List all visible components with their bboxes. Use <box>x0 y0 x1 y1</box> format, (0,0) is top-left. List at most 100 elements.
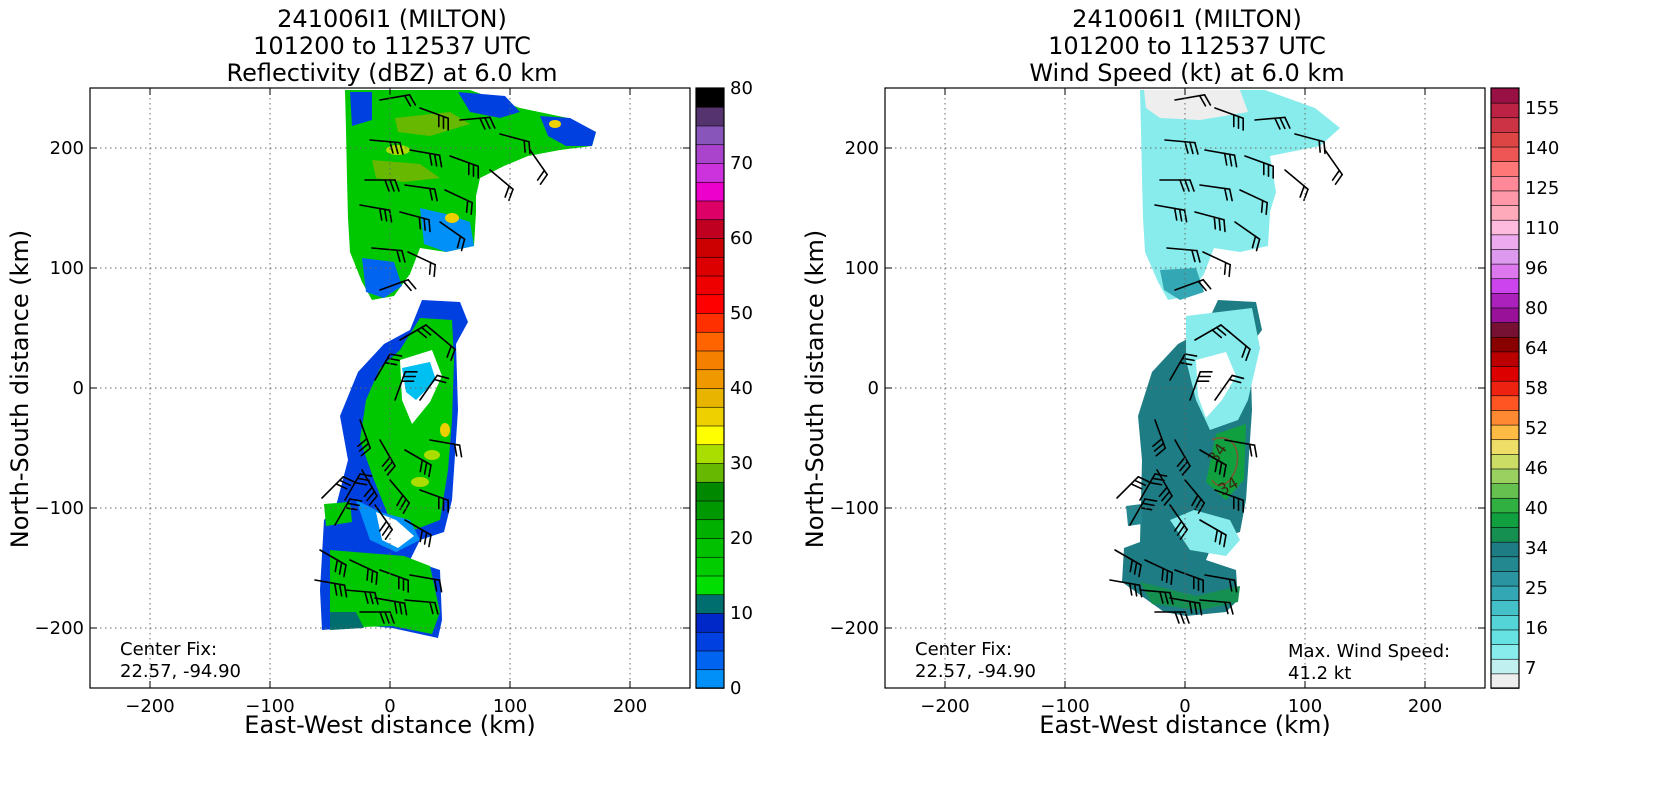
wind-wind-barb <box>1233 154 1238 168</box>
reflectivity-center-fix-value: 22.57, -94.90 <box>120 661 241 682</box>
wind-wind-barb <box>1198 94 1207 107</box>
reflectivity-colorbar-bin <box>695 162 725 183</box>
wind-wind-barb <box>1228 378 1242 384</box>
reflectivity-wind-barb <box>423 531 428 545</box>
reflectivity-colorbar-bin <box>695 256 725 277</box>
wind-colorbar-tick-label: 155 <box>1525 98 1559 119</box>
reflectivity-colorbar-bin <box>695 556 725 577</box>
wind-colorbar-bin <box>1490 87 1520 104</box>
wind-wind-barb <box>1228 153 1233 167</box>
reflectivity-wind-barb <box>453 443 458 457</box>
wind-wind-barb <box>1155 447 1167 457</box>
reflectivity-y-axis-label: North-South distance (km) <box>6 230 34 549</box>
reflectivity-x-tick-label: 100 <box>493 696 527 717</box>
wind-colorbar-bin <box>1490 526 1520 543</box>
reflectivity-wind-barb <box>335 483 348 490</box>
reflectivity-colorbar-bin <box>695 537 725 558</box>
wind-wind-barb <box>1189 179 1195 192</box>
reflectivity-colorbar-bin <box>695 593 725 614</box>
wind-wind-barb <box>1153 442 1165 452</box>
reflectivity-y-tick-label: −200 <box>35 618 84 639</box>
wind-wind-barb <box>1196 249 1201 263</box>
reflectivity-echo-south-band <box>330 550 440 634</box>
reflectivity-wind-barb <box>349 498 363 502</box>
wind-colorbar-tick-label: 52 <box>1525 418 1548 439</box>
wind-y-axis-label: North-South distance (km) <box>801 230 829 549</box>
wind-tick-labels: −200 −100 0 100 200 −200 −100 0 100 200 <box>830 88 1485 717</box>
wind-colorbar-bin <box>1490 351 1520 367</box>
reflectivity-y-tick-label: 200 <box>50 138 84 159</box>
wind-y-tick-label: −100 <box>830 498 879 519</box>
wind-wind-barb <box>1229 601 1234 615</box>
reflectivity-wind-barb <box>396 494 404 507</box>
reflectivity-x-tick-label: −100 <box>245 696 294 717</box>
wind-colorbar-bin <box>1490 438 1520 455</box>
reflectivity-wind-barb <box>366 567 369 581</box>
wind-wind-barb <box>1253 444 1258 458</box>
reflectivity-colorbar-bin <box>695 518 725 539</box>
wind-wind-barb <box>1137 475 1150 483</box>
wind-wind-barbs <box>1109 93 1344 624</box>
reflectivity-wind-barb <box>438 154 443 168</box>
wind-wind-barb <box>1323 140 1326 155</box>
reflectivity-colorbar-bin <box>695 387 725 408</box>
reflectivity-wind-barb <box>343 564 347 578</box>
reflectivity-wind-barb <box>428 152 433 166</box>
wind-wind-barb <box>1173 520 1183 532</box>
reflectivity-wind-barb <box>369 591 374 605</box>
wind-wind-barb <box>1284 116 1291 129</box>
wind-echo-edge <box>1126 504 1142 526</box>
wind-wind-barb <box>1184 353 1198 357</box>
wind-wind-barb <box>1181 357 1195 362</box>
wind-colorbar-bin <box>1490 204 1520 221</box>
reflectivity-title-line-2: 101200 to 112537 UTC <box>253 32 531 60</box>
reflectivity-wind-barb <box>479 117 486 130</box>
reflectivity-wind-barb <box>386 357 400 362</box>
wind-colorbar-bin <box>1490 512 1520 528</box>
wind-wind-barb <box>1202 278 1212 290</box>
wind-colorbar-bin <box>1490 453 1520 470</box>
reflectivity-wind-barb <box>458 444 463 458</box>
reflectivity-wind-barb <box>383 208 388 222</box>
reflectivity-x-tick-label: 0 <box>384 696 395 717</box>
wind-wind-barb <box>1183 209 1188 223</box>
wind-colorbar-bin <box>1490 643 1520 660</box>
reflectivity-wind-barb <box>420 326 432 336</box>
wind-echo-core <box>1206 424 1246 500</box>
wind-colorbar-bin <box>1490 190 1520 206</box>
wind-wind-barb <box>1228 188 1233 202</box>
reflectivity-colorbar-bin <box>695 200 725 221</box>
wind-colorbar-bin <box>1490 248 1520 265</box>
wind-wind-barb <box>1279 117 1286 130</box>
wind-wind-barb <box>1215 326 1227 336</box>
wind-colorbar-tick-label: 58 <box>1525 378 1548 399</box>
reflectivity-y-tick-label: −100 <box>35 498 84 519</box>
reflectivity-colorbar-bin <box>695 125 725 146</box>
reflectivity-colorbar-tick-label: 60 <box>730 228 753 249</box>
wind-wind-barb <box>1129 559 1134 573</box>
wind-colorbar-bin <box>1490 409 1520 426</box>
wind-wind-barb <box>1228 578 1233 592</box>
reflectivity-wind-barb <box>423 461 428 475</box>
wind-wind-barb <box>1128 582 1133 596</box>
reflectivity-colorbar-bin <box>695 668 725 689</box>
reflectivity-wind-barb <box>456 235 462 249</box>
wind-title-line-2: 101200 to 112537 UTC <box>1048 32 1326 60</box>
wind-wind-barb <box>1179 528 1189 540</box>
reflectivity-colorbar-bin <box>695 218 725 239</box>
reflectivity-wind-barb <box>433 378 447 384</box>
reflectivity-wind-barb <box>408 93 417 106</box>
wind-colorbar-bin <box>1490 541 1520 558</box>
reflectivity-x-axis-label: East-West distance (km) <box>244 711 535 739</box>
wind-wind-barb <box>1223 152 1228 166</box>
wind-wind-barb <box>1179 361 1193 366</box>
reflectivity-wind-barb <box>470 201 473 216</box>
reflectivity-wind-barb <box>384 361 398 366</box>
reflectivity-wind-barb <box>370 569 374 584</box>
wind-wind-barb <box>1228 263 1231 278</box>
reflectivity-colorbar-bin <box>695 237 725 258</box>
reflectivity-wind-barb <box>360 447 372 457</box>
reflectivity-wind-barbs <box>314 93 549 624</box>
wind-wind-barb <box>1218 461 1223 475</box>
wind-colorbar-bin <box>1490 570 1520 587</box>
